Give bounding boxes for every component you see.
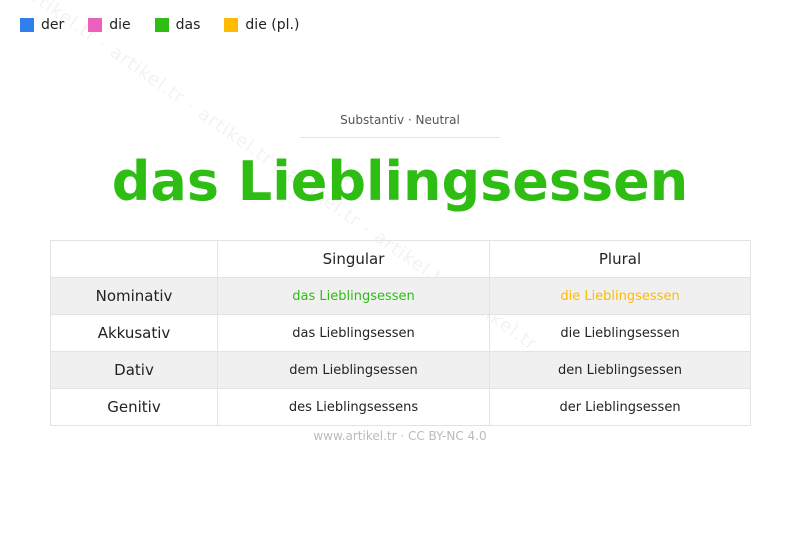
das-swatch-icon	[154, 18, 169, 32]
legend-label: die	[109, 17, 131, 33]
der-swatch-icon	[20, 18, 34, 32]
singular-cell: das Lieblingsessen	[216, 314, 491, 352]
legend-label: der	[41, 17, 65, 33]
declension-table: Singular Plural Nominativ das Lieblingse…	[50, 240, 751, 426]
page-title: das Lieblingsessen	[111, 150, 689, 213]
legend-item-das: das	[154, 17, 201, 33]
legend-item-der: der	[20, 17, 64, 33]
header-singular: Singular	[216, 240, 491, 278]
header-empty	[50, 240, 218, 278]
singular-cell: dem Lieblingsessen	[216, 351, 491, 389]
legend: der die das die (pl.)	[20, 17, 323, 33]
case-label: Dativ	[50, 351, 218, 389]
plural-swatch-icon	[224, 18, 239, 32]
table-row: Nominativ das Lieblingsessen die Lieblin…	[50, 277, 751, 315]
case-label: Nominativ	[50, 277, 218, 315]
plural-cell: der Lieblingsessen	[489, 388, 751, 426]
case-label: Genitiv	[50, 388, 218, 426]
table-header-row: Singular Plural	[50, 240, 751, 278]
singular-cell: das Lieblingsessen	[216, 277, 491, 315]
table-row: Akkusativ das Lieblingsessen die Lieblin…	[50, 314, 751, 352]
legend-item-die: die	[88, 17, 131, 33]
plural-cell: die Lieblingsessen	[489, 277, 751, 315]
singular-cell: des Lieblingsessens	[216, 388, 491, 426]
legend-item-plural: die (pl.)	[224, 17, 299, 33]
die-swatch-icon	[88, 18, 103, 32]
table-row: Genitiv des Lieblingsessens der Liebling…	[50, 388, 751, 426]
case-label: Akkusativ	[50, 314, 218, 352]
table-row: Dativ dem Lieblingsessen den Lieblingses…	[50, 351, 751, 389]
subtitle: Substantiv · Neutral	[300, 113, 500, 138]
header-plural: Plural	[489, 240, 751, 278]
plural-cell: den Lieblingsessen	[489, 351, 751, 389]
legend-label: das	[175, 17, 201, 33]
legend-label: die (pl.)	[245, 17, 300, 33]
plural-cell: die Lieblingsessen	[489, 314, 751, 352]
footer-credit: www.artikel.tr · CC BY-NC 4.0	[313, 429, 487, 443]
